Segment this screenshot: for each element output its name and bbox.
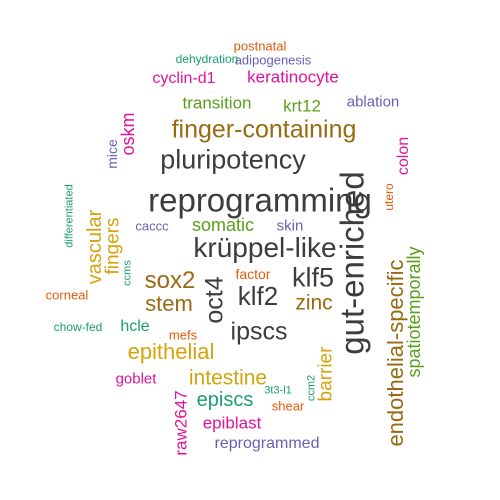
cloud-word: ablation [346, 93, 400, 111]
cloud-word: krt12 [283, 96, 321, 116]
cloud-word: epithelial [127, 339, 215, 364]
cloud-word: goblet [115, 370, 157, 388]
cloud-word: sox2 [144, 267, 196, 294]
cloud-word: spatiotemporally [404, 246, 424, 378]
cloud-word: hcle [120, 318, 150, 335]
cloud-word: colon [395, 136, 412, 176]
cloud-word: ipscs [230, 317, 288, 346]
cloud-word: reprogrammed [214, 435, 320, 452]
cloud-word: 3t3-l1 [264, 384, 292, 397]
cloud-word: cyclin-d1 [152, 70, 216, 87]
cloud-word: mice [104, 139, 120, 169]
cloud-word: transition [182, 93, 252, 113]
cloud-word: ccms [121, 260, 134, 286]
cloud-word: raw2647 [171, 390, 191, 456]
cloud-word: mefs [168, 327, 198, 343]
cloud-word: ccm2 [305, 374, 318, 402]
cloud-word: skin [276, 217, 304, 235]
cloud-word: krüppel-like [193, 232, 337, 263]
cloud-word: oct4 [200, 276, 229, 324]
cloud-word: adipogenesis [234, 52, 312, 68]
cloud-word: utero [382, 183, 396, 211]
cloud-word: factor [235, 266, 271, 282]
cloud-word: differentiated [63, 184, 76, 248]
cloud-word: epiblast [202, 413, 262, 433]
cloud-word: somatic [191, 215, 255, 235]
cloud-word: chow-fed [53, 320, 103, 334]
cloud-word: pluripotency [160, 144, 306, 175]
cloud-word: oskm [118, 112, 138, 156]
cloud-word: keratinocyte [247, 67, 339, 87]
cloud-word: postnatal [233, 38, 287, 54]
cloud-word: klf5 [291, 262, 335, 293]
cloud-word: shear [271, 398, 305, 414]
cloud-word: dehydration [175, 52, 239, 66]
cloud-word: caccc [135, 218, 169, 234]
cloud-word: gut-enriched [333, 171, 371, 355]
cloud-word: finger-containing [171, 115, 357, 144]
cloud-word: fingers [102, 217, 124, 275]
cloud-word: klf2 [237, 281, 279, 311]
cloud-word: zinc [295, 291, 333, 315]
cloud-word: stem [145, 291, 193, 316]
cloud-word: barrier [315, 346, 337, 402]
cloud-word: reprogramming [148, 181, 372, 219]
cloud-word: intestine [188, 366, 268, 390]
cloud-word: episcs [196, 389, 254, 411]
cloud-word: corneal [45, 287, 89, 303]
